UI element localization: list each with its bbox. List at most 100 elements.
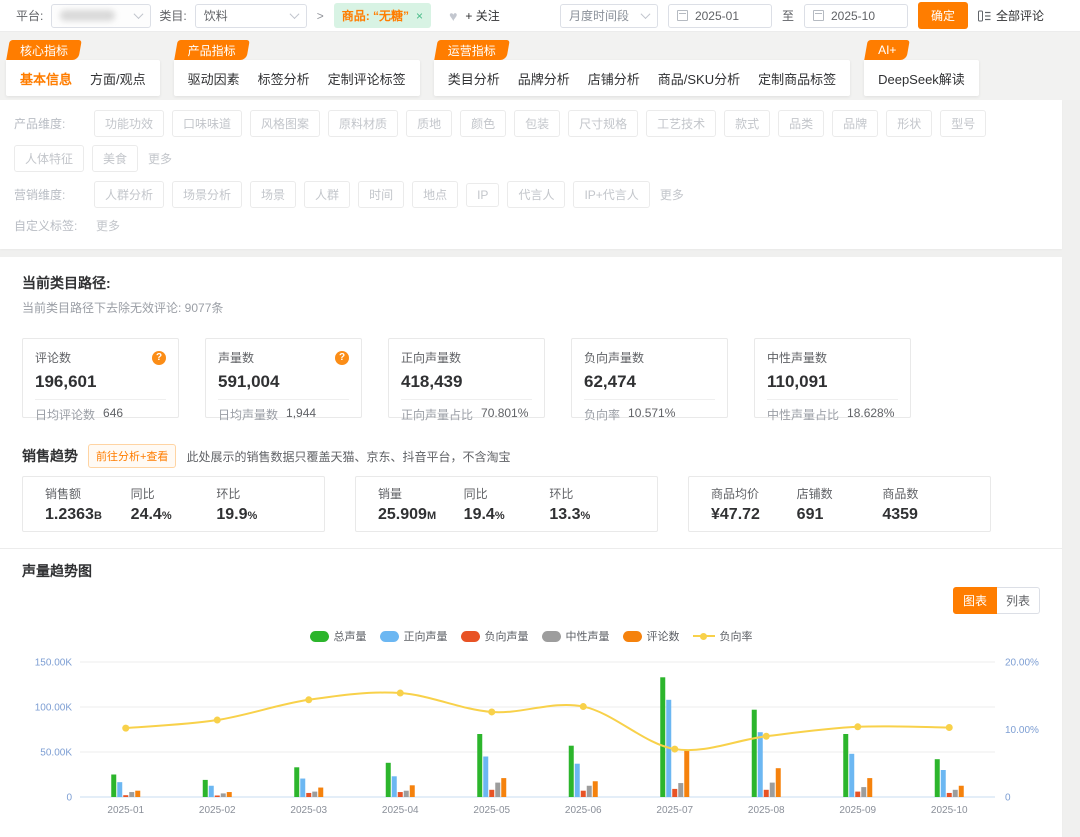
tab-商品/SKU分析[interactable]: 商品/SKU分析 [658,69,740,88]
metric-foot-value: 10.571% [628,406,675,423]
tab-group-panel: 类目分析品牌分析店铺分析商品/SKU分析定制商品标签 [434,60,850,96]
tab-定制评论标签[interactable]: 定制评论标签 [328,69,406,88]
tab-group-badge: AI+ [866,40,908,60]
filter-option-场景[interactable]: 场景 [250,181,296,208]
confirm-button[interactable]: 确定 [918,2,968,29]
filter-row-label: 营销维度: [14,186,86,203]
svg-text:0: 0 [1005,793,1011,804]
filter-option-原料材质[interactable]: 原料材质 [328,110,398,137]
sales-col-label: 环比 [549,485,635,502]
sales-col-unit: % [495,510,505,522]
metric-foot-label: 日均评论数 [35,406,95,423]
go-analyze-button[interactable]: 前往分析+查看 [88,444,176,468]
filter-more-link[interactable]: 更多 [148,150,172,167]
filter-option-人群分析[interactable]: 人群分析 [94,181,164,208]
tab-group-0: 核心指标基本信息方面/观点 [6,40,160,96]
tab-定制商品标签[interactable]: 定制商品标签 [758,69,836,88]
legend-swatch [542,631,561,642]
filter-option-IP[interactable]: IP [466,183,499,207]
help-icon[interactable]: ? [152,351,166,365]
tab-DeepSeek解读[interactable]: DeepSeek解读 [878,69,965,88]
tab-标签分析[interactable]: 标签分析 [258,69,310,88]
legend-item-负向声量[interactable]: 负向声量 [461,628,529,644]
close-icon[interactable]: × [416,9,423,23]
tab-group-badge-label: 产品指标 [188,42,236,59]
filter-option-形状[interactable]: 形状 [886,110,932,137]
tab-驱动因素[interactable]: 驱动因素 [188,69,240,88]
legend-swatch [380,631,399,642]
tab-group-panel: 驱动因素标签分析定制评论标签 [174,60,420,96]
filter-option-尺寸规格[interactable]: 尺寸规格 [568,110,638,137]
keyword-filter-tag-label: 商品: “无糖” [342,7,409,24]
sales-col-value: 24.4% [131,506,217,524]
legend-swatch [310,631,329,642]
platform-select[interactable] [51,4,151,28]
tab-店铺分析[interactable]: 店铺分析 [588,69,640,88]
tab-类目分析[interactable]: 类目分析 [448,69,500,88]
filter-option-代言人[interactable]: 代言人 [507,181,565,208]
legend-swatch [461,631,480,642]
tab-方面/观点[interactable]: 方面/观点 [90,69,146,88]
date-start-input[interactable]: 2025-01 [668,4,772,28]
period-type-select[interactable]: 月度时间段 [560,4,658,28]
svg-text:2025-01: 2025-01 [107,805,144,816]
toggle-list-button[interactable]: 列表 [997,587,1040,614]
legend-item-评论数[interactable]: 评论数 [623,628,680,644]
keyword-filter-tag[interactable]: 商品: “无糖” × [334,3,431,28]
filter-option-品牌[interactable]: 品牌 [832,110,878,137]
filter-option-人群[interactable]: 人群 [304,181,350,208]
metric-foot-value: 1,944 [286,406,316,423]
category-select[interactable]: 饮料 [195,4,307,28]
tab-group-1: 产品指标驱动因素标签分析定制评论标签 [174,40,420,96]
dimension-filter-panel: 产品维度:功能功效口味味道风格图案原料材质质地颜色包装尺寸规格工艺技术款式品类品… [0,100,1062,249]
period-type-value: 月度时间段 [569,7,629,24]
follow-button[interactable]: + 关注 [465,7,499,24]
comment-list-icon [978,10,991,22]
legend-item-正向声量[interactable]: 正向声量 [380,628,448,644]
tab-基本信息[interactable]: 基本信息 [20,69,72,88]
legend-item-总声量[interactable]: 总声量 [310,628,367,644]
filter-option-地点[interactable]: 地点 [412,181,458,208]
filter-option-型号[interactable]: 型号 [940,110,986,137]
filter-option-人体特征[interactable]: 人体特征 [14,145,84,172]
filter-option-颜色[interactable]: 颜色 [460,110,506,137]
svg-text:50.00K: 50.00K [40,748,72,759]
filter-option-品类[interactable]: 品类 [778,110,824,137]
filter-option-美食[interactable]: 美食 [92,145,138,172]
sales-col-value: ¥47.72 [711,506,797,524]
date-end-value: 2025-10 [831,9,875,23]
filter-option-包装[interactable]: 包装 [514,110,560,137]
filter-option-场景分析[interactable]: 场景分析 [172,181,242,208]
filter-option-风格图案[interactable]: 风格图案 [250,110,320,137]
filter-option-口味味道[interactable]: 口味味道 [172,110,242,137]
legend-item-负向率[interactable]: 负向率 [693,628,753,644]
svg-text:2025-06: 2025-06 [565,805,602,816]
metric-card-label: 声量数 [218,349,254,366]
sales-col-label: 环比 [216,485,302,502]
filter-more-link[interactable]: 更多 [96,217,120,234]
sales-col-value: 13.3% [549,506,635,524]
tab-group-panel: 基本信息方面/观点 [6,60,160,96]
metric-card-foot: 日均声量数1,944 [218,406,349,423]
filter-option-质地[interactable]: 质地 [406,110,452,137]
tab-品牌分析[interactable]: 品牌分析 [518,69,570,88]
svg-text:2025-08: 2025-08 [748,805,785,816]
legend-item-中性声量[interactable]: 中性声量 [542,628,610,644]
svg-text:2025-09: 2025-09 [839,805,876,816]
filter-option-功能功效[interactable]: 功能功效 [94,110,164,137]
all-comments-button[interactable]: 全部评论 [978,7,1044,24]
date-end-input[interactable]: 2025-10 [804,4,908,28]
help-icon[interactable]: ? [335,351,349,365]
sales-trend-header: 销售趋势 前往分析+查看 此处展示的销售数据只覆盖天猫、京东、抖音平台，不含淘宝 [22,444,1040,468]
filter-option-IP+代言人[interactable]: IP+代言人 [573,181,649,208]
legend-label: 负向率 [720,628,753,644]
filter-option-时间[interactable]: 时间 [358,181,404,208]
filter-more-link[interactable]: 更多 [660,186,684,203]
legend-label: 中性声量 [566,628,610,644]
filter-option-款式[interactable]: 款式 [724,110,770,137]
svg-text:2025-07: 2025-07 [656,805,693,816]
tab-group-badge-label: AI+ [878,43,896,57]
filter-option-工艺技术[interactable]: 工艺技术 [646,110,716,137]
sales-col-环比: 环比 13.3% [549,485,635,524]
toggle-chart-button[interactable]: 图表 [953,587,997,614]
